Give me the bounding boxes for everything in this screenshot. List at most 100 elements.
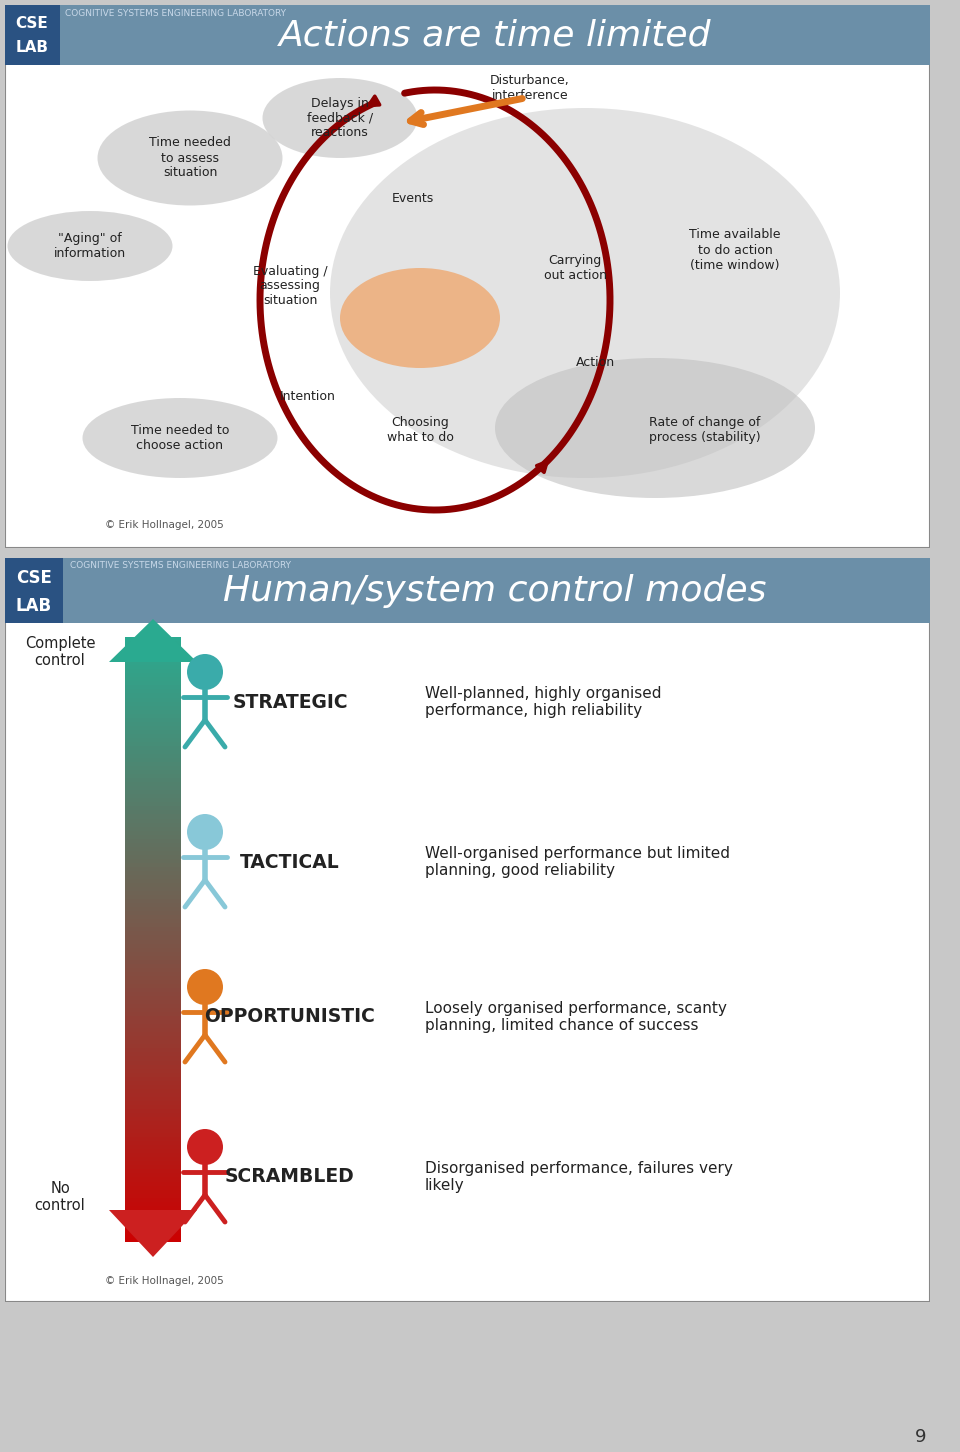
Bar — [125, 842, 181, 847]
Bar — [125, 815, 181, 819]
Bar — [125, 649, 181, 653]
Bar — [125, 658, 181, 661]
Bar — [125, 1032, 181, 1037]
Bar — [125, 1117, 181, 1121]
Bar — [125, 1060, 181, 1064]
Bar — [125, 1109, 181, 1112]
Bar — [125, 661, 181, 665]
Bar — [125, 819, 181, 822]
Text: COGNITIVE SYSTEMS ENGINEERING LABORATORY: COGNITIVE SYSTEMS ENGINEERING LABORATORY — [65, 9, 286, 17]
Bar — [125, 1024, 181, 1028]
Text: CSE: CSE — [15, 16, 48, 30]
Bar — [125, 987, 181, 992]
Bar — [125, 1137, 181, 1141]
Bar — [125, 939, 181, 944]
Bar — [125, 1076, 181, 1080]
Bar — [125, 1101, 181, 1105]
Text: SCRAMBLED: SCRAMBLED — [226, 1167, 355, 1186]
Bar — [125, 1178, 181, 1182]
Bar — [125, 1028, 181, 1032]
Text: Time needed to
choose action: Time needed to choose action — [131, 424, 229, 452]
Bar — [125, 1173, 181, 1178]
Bar — [125, 1130, 181, 1133]
Bar — [125, 717, 181, 722]
Bar — [125, 892, 181, 894]
Bar — [125, 1105, 181, 1109]
Bar — [125, 903, 181, 908]
Text: LAB: LAB — [15, 39, 49, 55]
Bar — [125, 742, 181, 746]
Text: Rate of change of
process (stability): Rate of change of process (stability) — [649, 417, 761, 444]
Text: No
control: No control — [35, 1180, 85, 1214]
Circle shape — [187, 653, 223, 690]
Bar — [125, 967, 181, 971]
Text: Actions are time limited: Actions are time limited — [278, 17, 711, 52]
Bar — [125, 923, 181, 928]
Bar — [125, 685, 181, 690]
Text: STRATEGIC: STRATEGIC — [232, 693, 348, 711]
Bar — [125, 919, 181, 923]
Bar — [125, 955, 181, 960]
Bar — [125, 1225, 181, 1230]
Text: Loosely organised performance, scanty
planning, limited chance of success: Loosely organised performance, scanty pl… — [425, 1000, 727, 1034]
Bar — [125, 971, 181, 976]
Text: Disorganised performance, failures very
likely: Disorganised performance, failures very … — [425, 1160, 732, 1194]
Ellipse shape — [330, 107, 840, 478]
Bar — [125, 1230, 181, 1234]
Bar — [125, 1166, 181, 1169]
Bar — [125, 738, 181, 742]
Bar — [125, 665, 181, 669]
Bar — [125, 1053, 181, 1057]
Bar — [125, 794, 181, 799]
Bar — [125, 1048, 181, 1053]
Bar — [125, 681, 181, 685]
Bar — [125, 1112, 181, 1117]
Circle shape — [187, 1130, 223, 1165]
Bar — [125, 733, 181, 738]
Bar — [125, 749, 181, 754]
Text: OPPORTUNISTIC: OPPORTUNISTIC — [204, 1008, 375, 1027]
Bar — [125, 992, 181, 996]
Bar — [125, 826, 181, 831]
Bar — [125, 878, 181, 883]
Bar — [125, 1080, 181, 1085]
Bar — [125, 883, 181, 887]
Bar — [125, 669, 181, 674]
Bar — [125, 912, 181, 915]
Ellipse shape — [495, 359, 815, 498]
Text: Well-planned, highly organised
performance, high reliability: Well-planned, highly organised performan… — [425, 685, 661, 719]
Bar — [125, 1012, 181, 1016]
Bar — [125, 876, 181, 878]
Bar — [125, 1057, 181, 1060]
Bar — [125, 1182, 181, 1185]
Ellipse shape — [83, 398, 277, 478]
Bar — [125, 831, 181, 835]
Text: Complete
control: Complete control — [25, 636, 95, 668]
Bar — [125, 1153, 181, 1157]
Bar — [125, 1121, 181, 1125]
Bar — [125, 928, 181, 931]
Bar — [125, 1198, 181, 1202]
Bar — [125, 690, 181, 694]
Text: © Erik Hollnagel, 2005: © Erik Hollnagel, 2005 — [105, 520, 224, 530]
Bar — [125, 948, 181, 951]
Bar — [125, 1008, 181, 1012]
Text: "Aging" of
information: "Aging" of information — [54, 232, 126, 260]
Bar — [125, 790, 181, 794]
Text: LAB: LAB — [16, 597, 52, 616]
Text: Delays in
feedback /
reactions: Delays in feedback / reactions — [307, 96, 373, 139]
Bar — [125, 677, 181, 681]
Bar — [125, 1044, 181, 1048]
Bar — [125, 980, 181, 984]
Bar — [125, 1133, 181, 1137]
Ellipse shape — [262, 78, 418, 158]
Bar — [125, 851, 181, 855]
Bar — [125, 758, 181, 762]
Bar — [125, 1205, 181, 1210]
Bar — [125, 803, 181, 806]
Bar — [125, 653, 181, 658]
Bar — [125, 778, 181, 783]
Ellipse shape — [98, 110, 282, 206]
Bar — [125, 931, 181, 935]
Polygon shape — [109, 1210, 197, 1257]
